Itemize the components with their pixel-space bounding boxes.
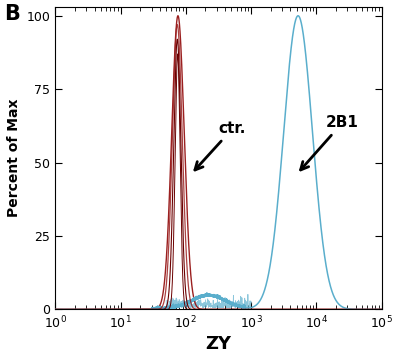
Text: B: B (4, 4, 20, 24)
Text: ctr.: ctr. (195, 121, 246, 170)
Y-axis label: Percent of Max: Percent of Max (7, 99, 21, 217)
X-axis label: ZY: ZY (206, 335, 232, 353)
Text: 2B1: 2B1 (301, 115, 359, 170)
